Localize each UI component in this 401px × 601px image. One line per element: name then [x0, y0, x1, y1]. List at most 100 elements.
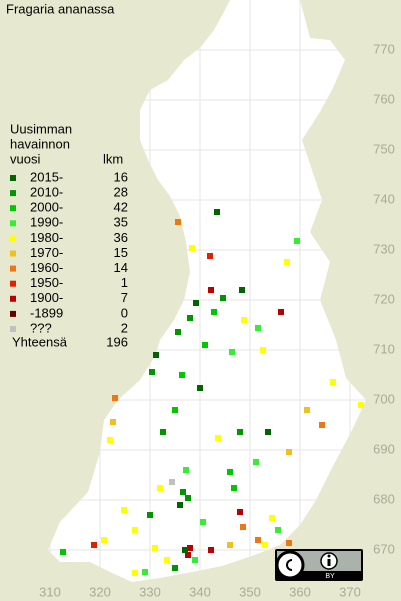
legend-count: 36 [114, 230, 128, 245]
y-tick-label: 750 [373, 141, 395, 156]
observation-square [185, 552, 191, 558]
observation-square [183, 467, 189, 473]
observation-square [177, 502, 183, 508]
y-tick-label: 680 [373, 491, 395, 506]
observation-square [91, 542, 97, 548]
observation-square [182, 547, 188, 553]
observation-square [278, 309, 284, 315]
x-tick-label: 350 [239, 584, 261, 599]
observation-square [265, 429, 271, 435]
svg-text:BY: BY [325, 573, 335, 580]
y-tick-label: 690 [373, 441, 395, 456]
observation-square [239, 287, 245, 293]
observation-square [149, 369, 155, 375]
observation-square [220, 295, 226, 301]
legend-count: 7 [121, 290, 128, 305]
legend-label: -1899 [30, 305, 63, 320]
observation-square [147, 512, 153, 518]
observation-square [187, 315, 193, 321]
legend-swatch [10, 205, 16, 212]
legend-count: 15 [114, 245, 128, 260]
observation-square [175, 219, 181, 225]
y-tick-label: 700 [373, 391, 395, 406]
observation-square [121, 507, 127, 513]
observation-square [227, 542, 233, 548]
y-tick-label: 760 [373, 91, 395, 106]
observation-square [286, 449, 292, 455]
legend-count: 42 [114, 200, 128, 215]
legend-label: ??? [30, 320, 52, 335]
total-count: 196 [106, 334, 128, 349]
legend-swatch [10, 235, 16, 242]
y-tick-label: 730 [373, 241, 395, 256]
legend-swatch [10, 190, 16, 197]
legend-count: 28 [114, 185, 128, 200]
observation-square [208, 547, 214, 553]
observation-square [358, 402, 364, 408]
legend-count: 0 [121, 305, 128, 320]
observation-square [214, 209, 220, 215]
legend-swatch [10, 265, 16, 272]
legend-count: 35 [114, 215, 128, 230]
observation-square [294, 238, 300, 244]
squares [60, 209, 364, 576]
x-tick-label: 320 [89, 584, 111, 599]
x-tick-label: 340 [189, 584, 211, 599]
observation-square [255, 325, 261, 331]
observation-square [262, 542, 268, 548]
land [48, 0, 366, 582]
observation-square [172, 407, 178, 413]
observation-square [132, 527, 138, 533]
observation-square [284, 259, 290, 265]
legend-swatch [10, 326, 16, 332]
observation-square [179, 372, 185, 378]
observation-square [227, 469, 233, 475]
x-tick-label: 330 [139, 584, 161, 599]
observation-square [319, 422, 325, 428]
observation-square [164, 557, 170, 563]
observation-square [187, 545, 193, 551]
legend-count: 14 [114, 260, 128, 275]
x-tick-label: 360 [289, 584, 311, 599]
legend-swatch [10, 220, 16, 227]
legend-label: 1990- [30, 215, 63, 230]
observation-square [152, 545, 158, 551]
observation-square [237, 429, 243, 435]
y-tick-label: 770 [373, 41, 395, 56]
legend-swatch [10, 250, 16, 257]
observation-square [231, 485, 237, 491]
observation-square [169, 479, 175, 485]
observation-square [153, 352, 159, 358]
y-tick-label: 740 [373, 191, 395, 206]
title: Fragaria ananassa [6, 1, 115, 16]
observation-square [175, 329, 181, 335]
y-tick-label: 720 [373, 291, 395, 306]
observation-square [60, 549, 66, 555]
observation-square [260, 347, 266, 353]
legend-count: 2 [121, 320, 128, 335]
legend-label: 1970- [30, 245, 63, 260]
observation-square [207, 253, 213, 259]
observation-square [172, 565, 178, 571]
license-badge: BY [275, 549, 363, 581]
legend-label: 1900- [30, 290, 63, 305]
legend-label: 2010- [30, 185, 63, 200]
legend-label: 1960- [30, 260, 63, 275]
observation-square [193, 300, 199, 306]
observation-square [208, 287, 214, 293]
observation-square [180, 489, 186, 495]
observation-square [275, 527, 281, 533]
observation-square [202, 342, 208, 348]
legend-count: 16 [114, 169, 128, 184]
legend-swatch [10, 175, 16, 181]
observation-square [253, 459, 259, 465]
observation-square [330, 379, 336, 385]
observation-square [101, 537, 107, 543]
observation-square [112, 395, 118, 401]
legend-label: 1980- [30, 230, 63, 245]
observation-square [192, 557, 198, 563]
legend-label: 1950- [30, 275, 63, 290]
observation-square [160, 429, 166, 435]
